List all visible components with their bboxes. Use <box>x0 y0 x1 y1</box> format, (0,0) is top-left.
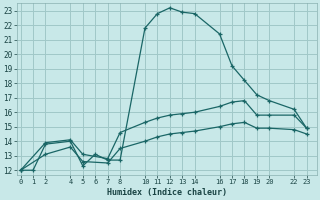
X-axis label: Humidex (Indice chaleur): Humidex (Indice chaleur) <box>107 188 227 197</box>
